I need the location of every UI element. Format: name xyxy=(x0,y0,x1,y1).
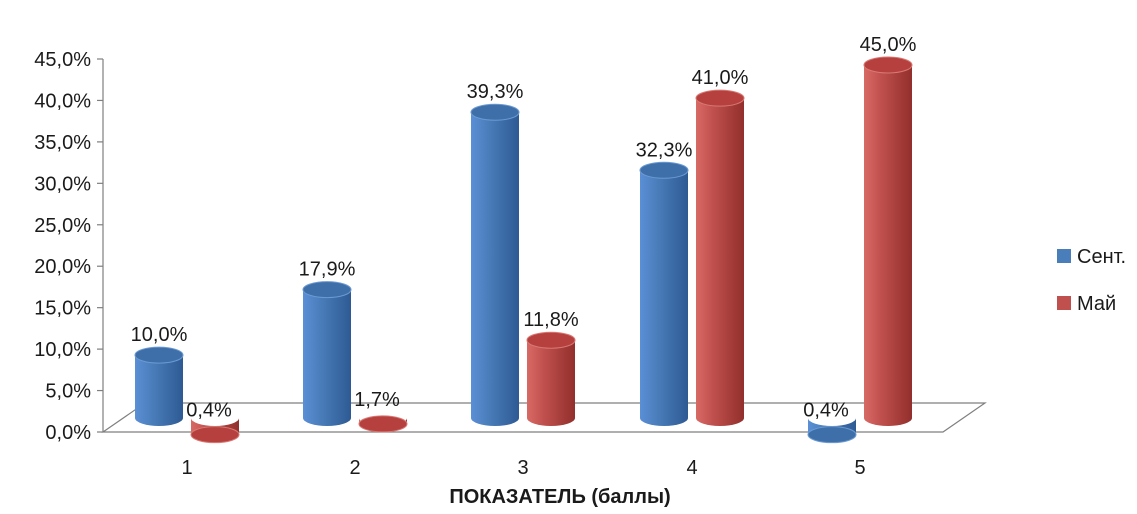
y-tick-label: 35,0% xyxy=(34,132,91,154)
y-tick-label: 0,0% xyxy=(45,422,91,444)
x-tick-label: 2 xyxy=(349,457,360,479)
data-label: 0,4% xyxy=(186,400,232,422)
y-tick-label: 15,0% xyxy=(34,298,91,320)
data-label: 10,0% xyxy=(131,324,188,346)
y-tick-label: 30,0% xyxy=(34,173,91,195)
data-label: 41,0% xyxy=(692,67,749,89)
data-label: 11,8% xyxy=(523,309,578,331)
bar-sent-3 xyxy=(470,103,520,426)
y-tick-label: 45,0% xyxy=(34,49,91,71)
data-label: 1,7% xyxy=(354,389,400,411)
x-axis-title: ПОКАЗАТЕЛЬ (баллы) xyxy=(449,486,670,508)
bar-top xyxy=(134,346,184,364)
x-tick-label: 3 xyxy=(517,457,528,479)
bar-may-2 xyxy=(358,415,408,433)
data-label: 32,3% xyxy=(636,139,693,161)
bar-top xyxy=(695,89,745,107)
bar-top xyxy=(302,281,352,299)
bar-may-3 xyxy=(526,331,576,426)
bar-body xyxy=(864,65,912,426)
bar-top xyxy=(526,331,576,349)
bar-body xyxy=(696,98,744,427)
bar-top xyxy=(470,103,520,121)
bar-body xyxy=(303,289,351,426)
bar-top xyxy=(190,426,240,444)
bar-body xyxy=(471,112,519,426)
data-label: 17,9% xyxy=(299,259,356,281)
bar-sent-4 xyxy=(639,161,689,426)
legend-swatch-sent xyxy=(1057,249,1071,263)
y-tick-label: 40,0% xyxy=(34,90,91,112)
y-tick-label: 20,0% xyxy=(34,256,91,278)
bar-sent-5 xyxy=(807,418,857,444)
bar-sent-2 xyxy=(302,281,352,426)
legend-swatch-may xyxy=(1057,296,1071,310)
bar-top xyxy=(807,426,857,444)
bar-top xyxy=(639,161,689,179)
legend-label-may: Май xyxy=(1077,293,1116,315)
bar-body xyxy=(135,355,183,426)
legend-label-sent: Сент. xyxy=(1077,246,1126,268)
bar-top xyxy=(863,56,913,74)
bar-top xyxy=(358,415,408,433)
data-label: 0,4% xyxy=(803,400,849,422)
y-tick-label: 10,0% xyxy=(34,339,91,361)
y-tick-label: 5,0% xyxy=(45,381,91,403)
bar-body xyxy=(527,340,575,426)
bar-sent-1 xyxy=(134,346,184,426)
bar-body xyxy=(640,170,688,426)
data-label: 45,0% xyxy=(860,34,917,56)
x-tick-label: 5 xyxy=(854,457,865,479)
x-tick-label: 4 xyxy=(686,457,697,479)
bar-may-4 xyxy=(695,89,745,427)
bar-may-1 xyxy=(190,418,240,444)
data-label: 39,3% xyxy=(467,81,524,103)
bar-may-5 xyxy=(863,56,913,426)
x-tick-label: 1 xyxy=(181,457,192,479)
y-tick-label: 25,0% xyxy=(34,215,91,237)
